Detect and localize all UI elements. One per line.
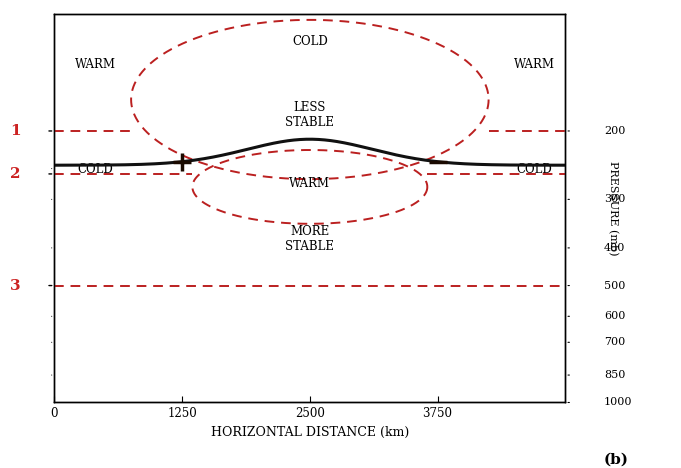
- Text: 1: 1: [10, 124, 21, 138]
- Text: 500: 500: [604, 280, 625, 291]
- Text: WARM: WARM: [75, 58, 116, 71]
- Text: 400: 400: [604, 243, 625, 253]
- Text: 3: 3: [10, 278, 21, 292]
- Text: MORE
STABLE: MORE STABLE: [285, 225, 334, 253]
- Text: COLD: COLD: [292, 35, 328, 48]
- Text: 600: 600: [604, 311, 625, 322]
- Text: 700: 700: [604, 337, 625, 347]
- Text: 850: 850: [604, 370, 625, 380]
- Text: 200: 200: [604, 126, 625, 136]
- Text: 2: 2: [10, 167, 21, 181]
- Text: WARM: WARM: [289, 176, 330, 190]
- Text: COLD: COLD: [517, 163, 552, 176]
- Text: 300: 300: [604, 194, 625, 205]
- Text: COLD: COLD: [78, 163, 113, 176]
- Text: LESS
STABLE: LESS STABLE: [285, 101, 334, 129]
- Text: WARM: WARM: [514, 58, 555, 71]
- X-axis label: HORIZONTAL DISTANCE (km): HORIZONTAL DISTANCE (km): [210, 426, 409, 439]
- Text: (b): (b): [604, 453, 629, 467]
- Y-axis label: PRESSURE (mb): PRESSURE (mb): [607, 161, 618, 256]
- Text: 1000: 1000: [604, 397, 633, 408]
